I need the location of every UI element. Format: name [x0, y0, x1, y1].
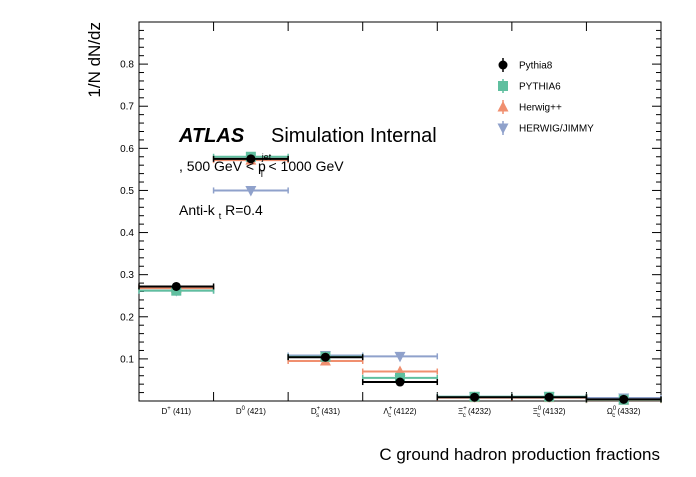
y-tick-label: 0.1 [120, 354, 134, 365]
plot-frame [138, 21, 662, 402]
y-tick-label: 0.6 [120, 144, 134, 155]
data-point [320, 352, 330, 362]
y-tick-label: 0.5 [120, 186, 134, 197]
category-label: Ξ0 c (4132) [533, 406, 566, 419]
legend-label: HERWIG/JIMMY [519, 124, 594, 135]
series-pythia8 [138, 154, 662, 404]
x-axis-title: C ground hadron production fractions [379, 445, 660, 464]
axis-ticks: 0.1 0.2 0.3 0.4 0.5 0.6 0.7 0.8 [120, 21, 661, 401]
legend-label: PYTHIA6 [519, 82, 561, 93]
data-point [395, 377, 405, 387]
data-point [394, 351, 406, 363]
legend-marker-circle [498, 60, 508, 70]
pt-cut-label: , 500 GeV < p jet T < 1000 GeV [179, 147, 344, 180]
jet-algorithm-label: Anti-k t R=0.4 [179, 202, 263, 222]
category-label: Ξ+ c (4232) [458, 406, 491, 419]
y-axis-title: 1/N dN/dz [85, 22, 104, 98]
atlas-label: ATLAS [178, 125, 245, 147]
category-labels: D+ (411) D0 (421) D+ s (431) Λ+ c (4122) Ξ+ c (… [161, 406, 640, 419]
plot-border [138, 21, 662, 402]
data-point [171, 281, 181, 291]
data-point [544, 392, 554, 402]
data-points [138, 151, 662, 405]
data-point [470, 392, 480, 402]
series-herwig- [138, 154, 662, 405]
y-tick-label: 0.8 [120, 60, 134, 71]
legend-label: Herwig++ [519, 103, 562, 114]
y-tick-label: 0.7 [120, 102, 134, 113]
y-tick-label: 0.3 [120, 270, 134, 281]
legend-marker-triangle-down [497, 123, 509, 134]
category-label: D+ s (431) [311, 406, 341, 419]
data-point [246, 154, 256, 164]
y-tick-label: 0.2 [120, 312, 134, 323]
category-label: D0 (421) [236, 406, 266, 416]
legend-marker-triangle-up [497, 101, 509, 112]
legend-marker-square [498, 81, 508, 91]
category-label: Ω0 c (4332) [607, 406, 641, 419]
data-point [619, 394, 629, 404]
y-tick-label: 0.4 [120, 228, 134, 239]
category-label: D+ (411) [161, 406, 191, 416]
category-label: Λ+ c (4122) [383, 406, 417, 419]
legend: Pythia8 PYTHIA6 Herwig++ HERWIG/JIMMY [497, 58, 594, 135]
data-point [245, 185, 257, 197]
status-label: Simulation Internal [271, 125, 437, 147]
legend-label: Pythia8 [519, 61, 553, 72]
